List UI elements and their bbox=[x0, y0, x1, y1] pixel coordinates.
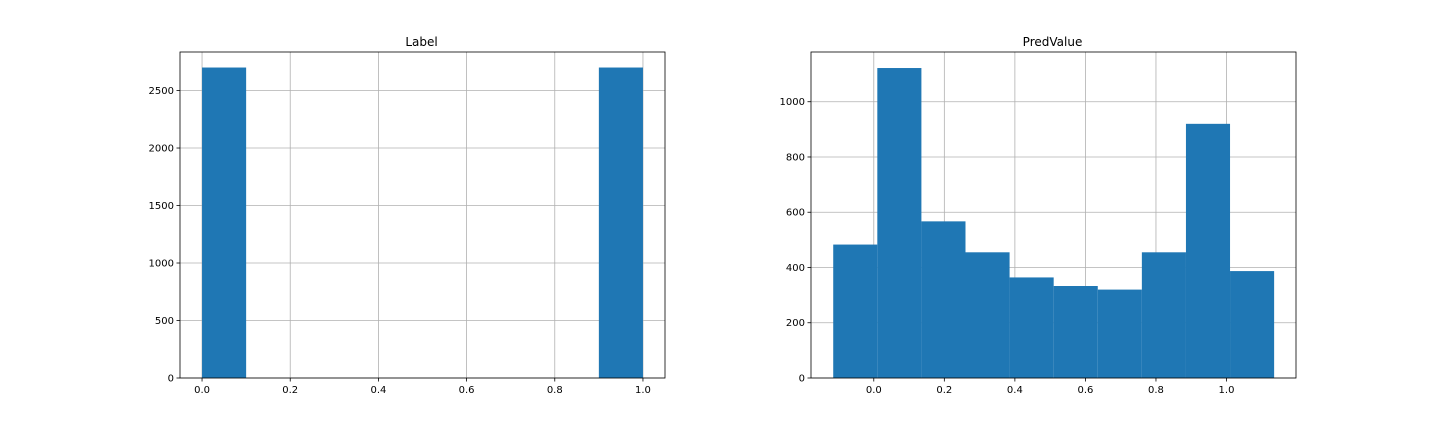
histogram-label-panel: Label 0.0 0.2 0.4 0.6 0.8 1.0 0 500 1000 1500 200… bbox=[149, 35, 666, 396]
x-axis: 0.0 0.2 0.4 0.6 0.8 1.0 bbox=[194, 378, 651, 396]
plot-frame bbox=[810, 51, 1297, 379]
y-tick-label: 0 bbox=[799, 374, 805, 385]
bar-2 bbox=[921, 221, 966, 378]
y-tick-label: 1000 bbox=[780, 97, 805, 108]
bar-9 bbox=[1230, 271, 1275, 378]
x-tick-label: 0.2 bbox=[282, 385, 298, 396]
bar-1 bbox=[598, 67, 643, 379]
x-tick-label: 0.8 bbox=[1148, 385, 1164, 396]
x-tick-label: 0.0 bbox=[866, 385, 882, 396]
x-tick-label: 1.0 bbox=[635, 385, 651, 396]
y-tick-label: 0 bbox=[168, 374, 174, 385]
grid-lines bbox=[180, 52, 665, 379]
y-tick-label: 600 bbox=[786, 208, 805, 219]
y-tick-label: 1000 bbox=[149, 259, 174, 270]
x-tick-label: 0.2 bbox=[936, 385, 952, 396]
bar-8 bbox=[1185, 123, 1231, 378]
x-tick-label: 0.6 bbox=[1077, 385, 1093, 396]
x-tick-label: 0.6 bbox=[459, 385, 475, 396]
y-tick-label: 800 bbox=[786, 152, 805, 163]
y-tick-label: 2500 bbox=[149, 86, 174, 97]
bar-5 bbox=[1053, 286, 1098, 378]
bar-6 bbox=[1097, 289, 1142, 378]
x-tick-label: 0.8 bbox=[547, 385, 563, 396]
y-axis: 0 200 400 600 800 1000 bbox=[780, 97, 811, 385]
bar-3 bbox=[965, 252, 1010, 378]
x-tick-label: 1.0 bbox=[1219, 385, 1235, 396]
x-tick-label: 0.4 bbox=[1007, 385, 1023, 396]
bars bbox=[833, 68, 1275, 378]
histogram-predvalue-panel: PredValue 0.0 0.2 0.4 0.6 0.8 1.0 0 200 400 600 8… bbox=[780, 35, 1297, 396]
y-tick-label: 500 bbox=[155, 316, 174, 327]
chart-title-predvalue: PredValue bbox=[1023, 35, 1083, 49]
y-tick-label: 1500 bbox=[149, 201, 174, 212]
bar-1 bbox=[877, 68, 922, 378]
y-tick-label: 200 bbox=[786, 318, 805, 329]
chart-title-label: Label bbox=[405, 35, 437, 49]
bar-0 bbox=[833, 244, 878, 378]
x-axis: 0.0 0.2 0.4 0.6 0.8 1.0 bbox=[866, 378, 1235, 396]
y-tick-label: 400 bbox=[786, 263, 805, 274]
x-tick-label: 0.4 bbox=[370, 385, 386, 396]
x-tick-label: 0.0 bbox=[194, 385, 210, 396]
bar-0 bbox=[202, 67, 247, 379]
plot-frame bbox=[179, 51, 666, 379]
bar-7 bbox=[1141, 252, 1186, 378]
bars bbox=[202, 67, 643, 379]
y-tick-label: 2000 bbox=[149, 144, 174, 155]
bar-4 bbox=[1009, 277, 1054, 378]
y-axis: 0 500 1000 1500 2000 2500 bbox=[149, 86, 180, 385]
